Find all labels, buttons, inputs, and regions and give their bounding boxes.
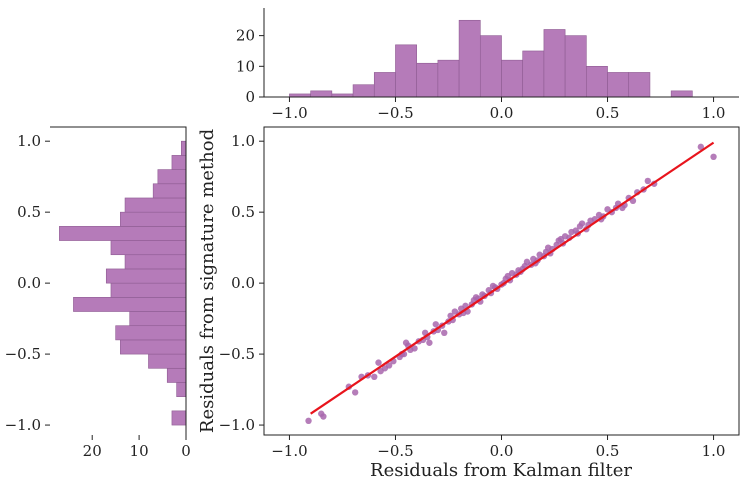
side-y-tick-label: −0.5 (5, 345, 41, 363)
top-hist-bar (670, 90, 693, 98)
scatter-point (375, 359, 382, 366)
side-hist-bar (110, 240, 187, 256)
y-tick-label: −1.0 (219, 416, 255, 434)
scatter-point (504, 272, 512, 280)
side-hist-bar (148, 353, 187, 369)
side-hist-bar (105, 268, 187, 284)
y-tick-label: −0.5 (219, 345, 255, 363)
scatter-point (305, 417, 312, 425)
top-hist-bar (543, 29, 566, 98)
top-y-tick-label: 0 (245, 88, 255, 106)
side-histogram-frame (50, 126, 187, 435)
fit-line (310, 141, 715, 415)
top-hist-bar (522, 50, 545, 98)
side-hist-bar (110, 282, 187, 298)
scatter-point (432, 321, 439, 328)
x-axis-label: Residuals from Kalman filter (370, 460, 632, 481)
top-hist-bar (395, 44, 417, 98)
side-hist-bar (129, 311, 187, 327)
x-tick-label: −1.0 (271, 442, 307, 460)
top-x-tick-label: −0.5 (377, 104, 413, 122)
top-hist-bar (628, 72, 651, 98)
y-axis-label: Residuals from signature method (197, 129, 218, 433)
scatter-point (578, 220, 586, 227)
top-hist-bar (310, 90, 333, 98)
top-hist-bar (373, 72, 396, 98)
side-hist-bar (73, 297, 187, 312)
side-hist-bar (120, 211, 187, 227)
top-hist-bar (458, 19, 481, 98)
side-x-tick-label: 10 (130, 442, 149, 460)
side-y-tick-label: 0.5 (17, 203, 41, 221)
x-tick-label: 1.0 (702, 442, 726, 460)
scatter-point (371, 373, 378, 381)
scatter-point (557, 235, 565, 243)
top-hist-bar (437, 59, 460, 98)
side-hist-bar (152, 183, 187, 199)
scatter-plot: −1.0 −0.5 0.0 0.5 1.0 −1.0 −0.5 0.0 0.5 1.0 Resi… (197, 126, 740, 481)
scatter-point (320, 413, 327, 420)
side-hist-bar (166, 367, 187, 383)
scatter-point (697, 143, 705, 151)
side-histogram: 20 10 0 −1.0 −0.5 0.0 0.5 1.0 (5, 126, 191, 460)
side-y-tick-label: 0.0 (17, 274, 41, 292)
side-hist-bar (157, 169, 187, 185)
scatter-point (441, 329, 448, 337)
top-hist-bar (501, 59, 524, 98)
scatter-point (381, 365, 389, 372)
side-hist-bar (171, 410, 187, 426)
side-x-tick-label: 0 (181, 442, 191, 460)
side-x-tick-label: 20 (83, 442, 102, 460)
side-hist-bar (115, 325, 187, 341)
scatter-point (411, 345, 418, 352)
side-hist-bar (124, 254, 187, 270)
top-hist-bar (607, 72, 630, 98)
y-tick-label: 1.0 (231, 132, 255, 150)
top-y-tick-label: 20 (236, 27, 255, 45)
x-tick-label: 0.5 (596, 442, 620, 460)
side-hist-bar (176, 382, 187, 397)
side-hist-bar (59, 226, 187, 241)
side-hist-bar (120, 339, 187, 355)
side-hist-bar (124, 197, 187, 213)
top-hist-bar (479, 35, 502, 98)
top-x-tick-label: −1.0 (271, 104, 307, 122)
top-hist-bar (564, 35, 587, 98)
x-tick-label: −0.5 (377, 442, 413, 460)
side-y-tick-label: 1.0 (17, 132, 41, 150)
y-tick-label: 0.5 (231, 203, 255, 221)
scatter-point (426, 339, 433, 346)
scatter-point (489, 282, 497, 290)
top-x-tick-label: 0.0 (490, 104, 514, 122)
scatter-point (644, 177, 652, 185)
scatter-point (402, 339, 410, 346)
side-hist-bar (171, 155, 187, 170)
scatter-point (710, 153, 717, 161)
top-y-tick-label: 10 (236, 57, 255, 75)
side-hist-bar (181, 140, 187, 156)
y-tick-label: 0.0 (231, 274, 255, 292)
top-hist-bar (352, 84, 375, 98)
top-histogram: 0 10 20 −1.0 −0.5 0.0 0.5 1.0 (236, 8, 739, 122)
top-x-tick-label: 0.5 (596, 104, 620, 122)
top-x-tick-label: 1.0 (702, 104, 726, 122)
top-hist-bar (586, 66, 608, 98)
x-tick-label: 0.0 (490, 442, 514, 460)
top-hist-bar (416, 62, 439, 98)
side-y-tick-label: −1.0 (5, 416, 41, 434)
scatter-point (351, 389, 359, 396)
